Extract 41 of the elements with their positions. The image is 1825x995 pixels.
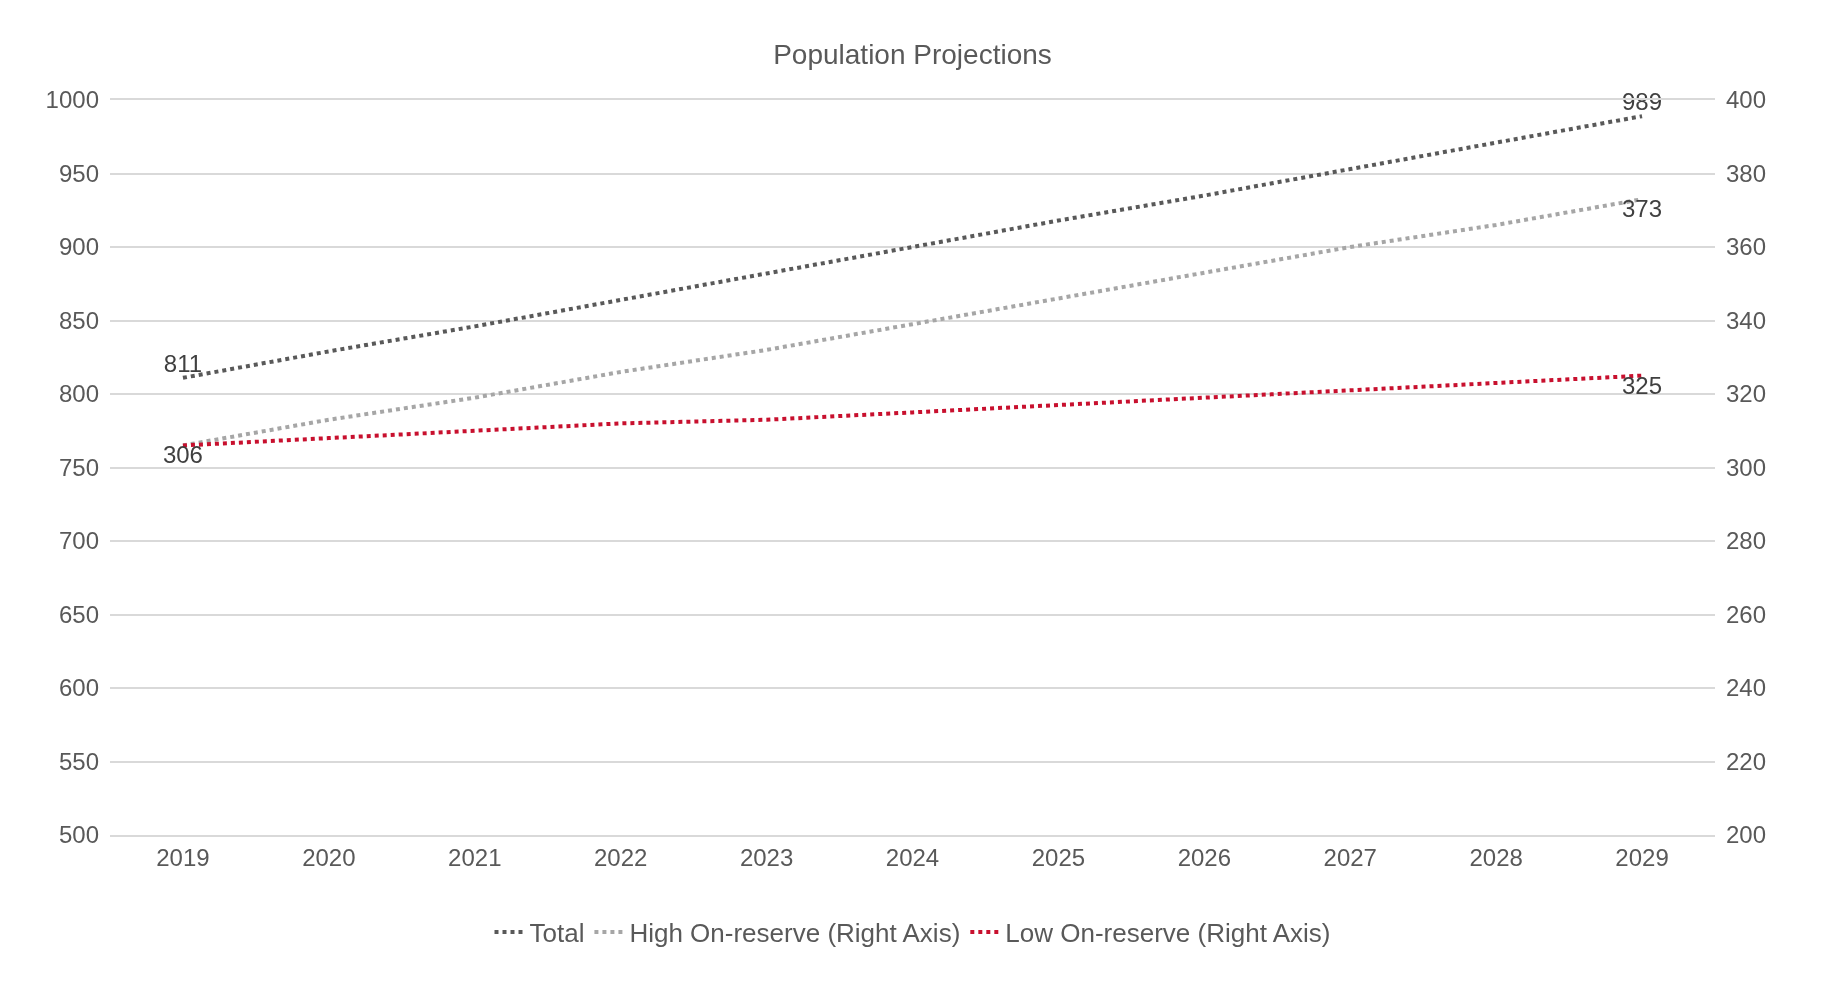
x-tick-label: 2021 bbox=[448, 843, 502, 871]
y-tick-label: 500 bbox=[58, 821, 99, 849]
x-tick-label: 2026 bbox=[1177, 843, 1232, 871]
x-tick-label: 2029 bbox=[1615, 843, 1669, 871]
data-label: 325 bbox=[1622, 371, 1663, 399]
y2-tick-label: 240 bbox=[1726, 674, 1767, 702]
x-tick-label: 2024 bbox=[885, 843, 940, 871]
data-label: 811 bbox=[163, 349, 203, 377]
y-tick-label: 850 bbox=[58, 306, 99, 334]
y2-tick-label: 380 bbox=[1726, 159, 1767, 187]
y2-tick-label: 200 bbox=[1726, 821, 1767, 849]
x-tick-label: 2019 bbox=[156, 843, 210, 871]
y-tick-label: 750 bbox=[58, 453, 99, 481]
y2-tick-label: 400 bbox=[1726, 86, 1767, 114]
y-tick-label: 900 bbox=[58, 233, 99, 261]
x-tick-label: 2028 bbox=[1469, 843, 1523, 871]
y2-tick-label: 260 bbox=[1726, 600, 1767, 628]
y2-tick-label: 340 bbox=[1726, 306, 1767, 334]
y-tick-label: 600 bbox=[58, 674, 99, 702]
y2-tick-label: 320 bbox=[1726, 380, 1767, 408]
x-tick-label: 2023 bbox=[739, 843, 794, 871]
data-label: 306 bbox=[162, 441, 203, 469]
legend-label: Low On-reserve (Right Axis) bbox=[1005, 918, 1331, 949]
y2-tick-label: 360 bbox=[1726, 233, 1767, 261]
chart-title: Population Projections bbox=[773, 39, 1052, 71]
legend-label: High On-reserve (Right Axis) bbox=[629, 918, 961, 949]
data-label: 373 bbox=[1622, 195, 1663, 223]
y2-tick-label: 300 bbox=[1726, 453, 1767, 481]
y-tick-label: 950 bbox=[58, 159, 99, 187]
x-tick-label: 2025 bbox=[1031, 843, 1086, 871]
y-tick-label: 650 bbox=[58, 600, 99, 628]
legend-label: Total bbox=[529, 918, 585, 949]
x-tick-label: 2027 bbox=[1323, 843, 1377, 871]
y-tick-label: 800 bbox=[58, 380, 99, 408]
x-tick-label: 2020 bbox=[302, 843, 356, 871]
y2-tick-label: 280 bbox=[1726, 527, 1767, 555]
y-tick-label: 700 bbox=[58, 527, 99, 555]
y2-tick-label: 220 bbox=[1726, 747, 1767, 775]
y-tick-label: 1000 bbox=[45, 86, 99, 114]
y-tick-label: 550 bbox=[58, 747, 99, 775]
x-tick-label: 2022 bbox=[593, 843, 648, 871]
